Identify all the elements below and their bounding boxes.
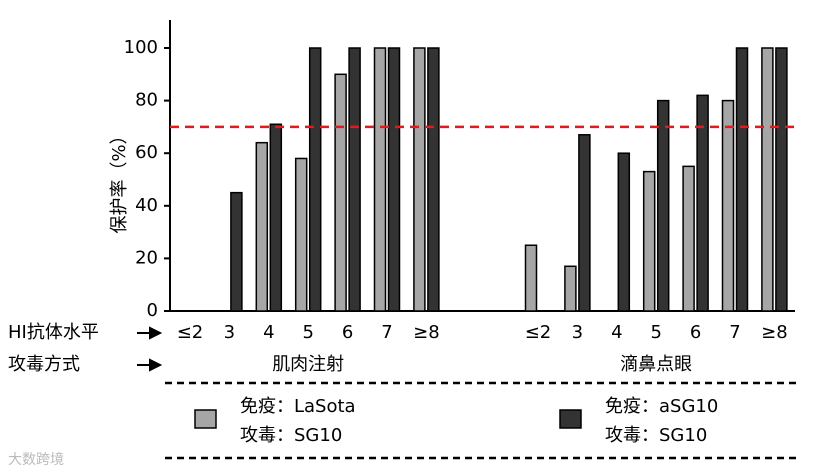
- bar: [617, 152, 631, 312]
- bar: [334, 73, 347, 312]
- group-label: 肌肉注射: [272, 354, 344, 375]
- y-tick-label: 60: [135, 142, 158, 163]
- bar: [682, 165, 695, 312]
- bar: [269, 123, 283, 312]
- y-tick-label: 0: [147, 300, 158, 321]
- x-tick-label: 6: [690, 322, 701, 343]
- bar: [413, 47, 426, 312]
- bar: [721, 99, 735, 312]
- bar: [427, 47, 440, 312]
- x-tick-label: ≤2: [177, 322, 204, 343]
- bar: [387, 47, 401, 312]
- x-tick-label: ≥8: [413, 322, 440, 343]
- x-tick-label: 6: [342, 322, 353, 343]
- bar: [524, 244, 538, 312]
- bar: [294, 157, 308, 312]
- legend-label: 免疫：LaSota: [240, 396, 356, 417]
- legend-swatch: [194, 409, 217, 429]
- legend-label: 免疫：aSG10: [605, 396, 718, 417]
- bar: [564, 265, 577, 312]
- bar: [696, 94, 709, 312]
- bar: [348, 47, 361, 312]
- x-tick-label: 7: [381, 322, 392, 343]
- y-tick-label: 100: [124, 37, 158, 58]
- x-tick-label: ≤2: [525, 322, 552, 343]
- legend-dividers: [165, 381, 800, 460]
- bar: [308, 47, 322, 312]
- legend-swatch: [559, 409, 582, 429]
- x-tick-label: 4: [611, 322, 622, 343]
- group-label: 滴鼻点眼: [620, 354, 692, 375]
- x-tick-label: 5: [650, 322, 661, 343]
- bar: [656, 99, 670, 312]
- bar: [735, 47, 749, 312]
- x-tick-label: ≥8: [761, 322, 788, 343]
- y-axis-label: 保护率（%）: [109, 126, 130, 233]
- y-tick-label: 20: [135, 247, 158, 268]
- y-tick-label: 80: [135, 90, 158, 111]
- legend-label: 攻毒：SG10: [240, 425, 342, 446]
- x-tick-label: 4: [263, 322, 274, 343]
- bar: [642, 170, 656, 312]
- arrows: [137, 326, 163, 372]
- bar: [255, 141, 269, 312]
- bar: [578, 134, 591, 312]
- legend-label: 攻毒：SG10: [605, 425, 707, 446]
- bar: [230, 191, 243, 312]
- x-tick-label: 3: [224, 322, 235, 343]
- x-tick-label: 5: [302, 322, 313, 343]
- row-label: HI抗体水平: [8, 322, 99, 343]
- watermark: 大数跨境: [8, 452, 64, 468]
- bar: [373, 47, 387, 312]
- bar: [761, 47, 774, 312]
- x-tick-label: 7: [729, 322, 740, 343]
- row-label: 攻毒方式: [8, 354, 80, 375]
- bar: [775, 47, 788, 312]
- x-tick-label: 3: [572, 322, 583, 343]
- y-tick-label: 40: [135, 195, 158, 216]
